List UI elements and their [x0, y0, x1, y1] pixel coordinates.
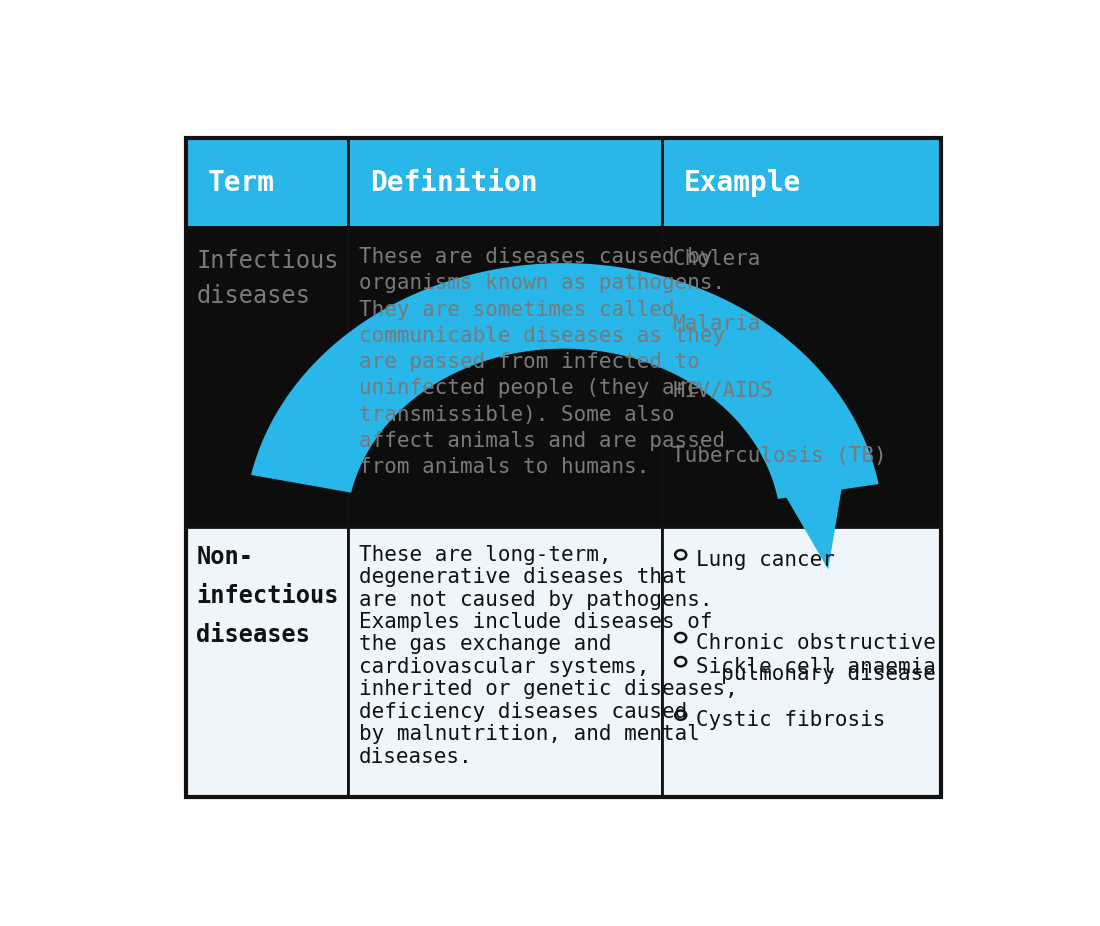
Text: Sickle cell anaemia: Sickle cell anaemia	[696, 657, 936, 677]
Text: the gas exchange and: the gas exchange and	[359, 634, 612, 655]
Bar	[662, 527, 942, 797]
Text: Chronic obstructive: Chronic obstructive	[696, 632, 936, 653]
Bar	[349, 227, 662, 527]
Text: Term: Term	[208, 169, 274, 196]
Text: deficiency diseases caused: deficiency diseases caused	[359, 702, 688, 721]
Text: Malaria: Malaria	[672, 315, 760, 334]
Text: from animals to humans.: from animals to humans.	[359, 457, 649, 477]
Bar	[349, 138, 662, 227]
Text: Cystic fibrosis: Cystic fibrosis	[696, 710, 886, 731]
Bar	[186, 138, 349, 227]
Text: Example: Example	[683, 169, 801, 196]
Text: Non-
infectious
diseases: Non- infectious diseases	[196, 544, 339, 647]
Text: These are diseases caused by: These are diseases caused by	[359, 247, 712, 267]
Text: cardiovascular systems,: cardiovascular systems,	[359, 657, 649, 677]
Text: diseases.: diseases.	[359, 746, 472, 767]
Text: Tuberculosis (TB): Tuberculosis (TB)	[672, 446, 887, 467]
Text: by malnutrition, and mental: by malnutrition, and mental	[359, 724, 700, 745]
Text: pulmonary disease: pulmonary disease	[696, 664, 936, 683]
Text: inherited or genetic diseases,: inherited or genetic diseases,	[359, 680, 737, 699]
Bar	[662, 227, 942, 527]
Text: Infectious
diseases: Infectious diseases	[196, 248, 339, 308]
Text: uninfected people (they are: uninfected people (they are	[359, 379, 700, 398]
Text: These are long-term,: These are long-term,	[359, 544, 612, 565]
Text: They are sometimes called: They are sometimes called	[359, 300, 674, 319]
Bar	[186, 527, 349, 797]
Text: affect animals and are passed: affect animals and are passed	[359, 431, 725, 451]
Bar	[349, 527, 662, 797]
Text: Definition: Definition	[370, 169, 537, 196]
Text: Lung cancer: Lung cancer	[696, 550, 835, 569]
Text: organisms known as pathogens.: organisms known as pathogens.	[359, 273, 725, 294]
Text: are passed from infected to: are passed from infected to	[359, 352, 700, 372]
Bar	[186, 227, 349, 527]
Text: degenerative diseases that: degenerative diseases that	[359, 568, 688, 587]
Text: communicable diseases as they: communicable diseases as they	[359, 326, 725, 346]
Polygon shape	[251, 263, 879, 499]
Text: Examples include diseases of: Examples include diseases of	[359, 612, 712, 632]
Text: HIV/AIDS: HIV/AIDS	[672, 381, 773, 400]
Text: Cholera: Cholera	[672, 248, 760, 269]
Text: transmissible). Some also: transmissible). Some also	[359, 405, 674, 425]
Bar	[662, 138, 942, 227]
Polygon shape	[761, 418, 854, 569]
Bar	[186, 138, 942, 797]
Text: are not caused by pathogens.: are not caused by pathogens.	[359, 590, 712, 609]
